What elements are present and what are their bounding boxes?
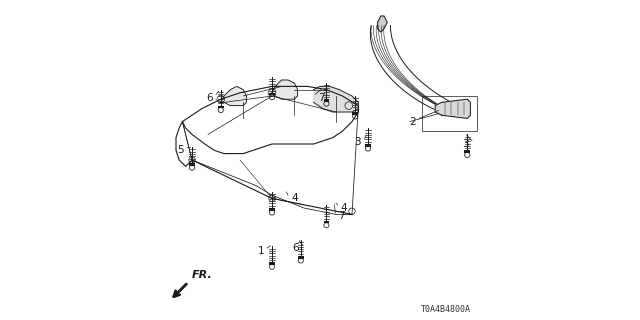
Bar <box>323 99 329 102</box>
Text: 3: 3 <box>355 137 361 148</box>
Bar <box>269 93 275 95</box>
Bar <box>323 221 329 223</box>
Text: 4: 4 <box>291 193 298 204</box>
Bar <box>298 256 303 259</box>
Text: 2: 2 <box>410 116 416 127</box>
Polygon shape <box>378 16 387 32</box>
Text: 4: 4 <box>340 203 348 213</box>
Text: FR.: FR. <box>191 270 212 280</box>
Text: 7: 7 <box>318 92 325 103</box>
Bar <box>189 163 195 166</box>
Bar <box>269 262 275 265</box>
Text: 7: 7 <box>339 211 345 221</box>
Bar <box>422 96 477 131</box>
Bar <box>269 208 275 211</box>
Text: 6: 6 <box>206 92 213 103</box>
Bar <box>218 106 224 108</box>
Text: 5: 5 <box>177 145 184 156</box>
Text: 3: 3 <box>462 139 469 149</box>
Text: T0A4B4800A: T0A4B4800A <box>420 305 470 314</box>
Text: 1: 1 <box>257 246 264 256</box>
Bar <box>365 144 371 147</box>
Bar <box>465 150 470 153</box>
Text: 6: 6 <box>292 243 300 253</box>
Bar <box>352 112 358 115</box>
Polygon shape <box>314 86 358 112</box>
Polygon shape <box>435 99 470 118</box>
Polygon shape <box>272 80 298 99</box>
Polygon shape <box>221 86 246 106</box>
